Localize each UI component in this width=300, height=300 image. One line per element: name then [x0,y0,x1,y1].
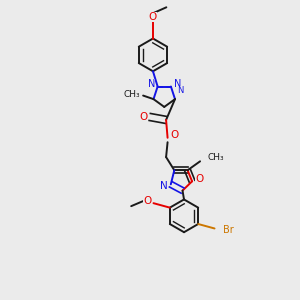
Text: CH₃: CH₃ [124,90,140,99]
Text: N: N [160,181,168,191]
Text: Br: Br [224,225,234,235]
Text: N: N [148,79,155,88]
Text: O: O [149,12,157,22]
Text: O: O [139,112,147,122]
Text: N: N [177,86,183,95]
Text: O: O [195,174,204,184]
Text: N: N [174,79,181,89]
Text: O: O [170,130,178,140]
Text: O: O [143,196,152,206]
Text: CH₃: CH₃ [208,153,224,162]
